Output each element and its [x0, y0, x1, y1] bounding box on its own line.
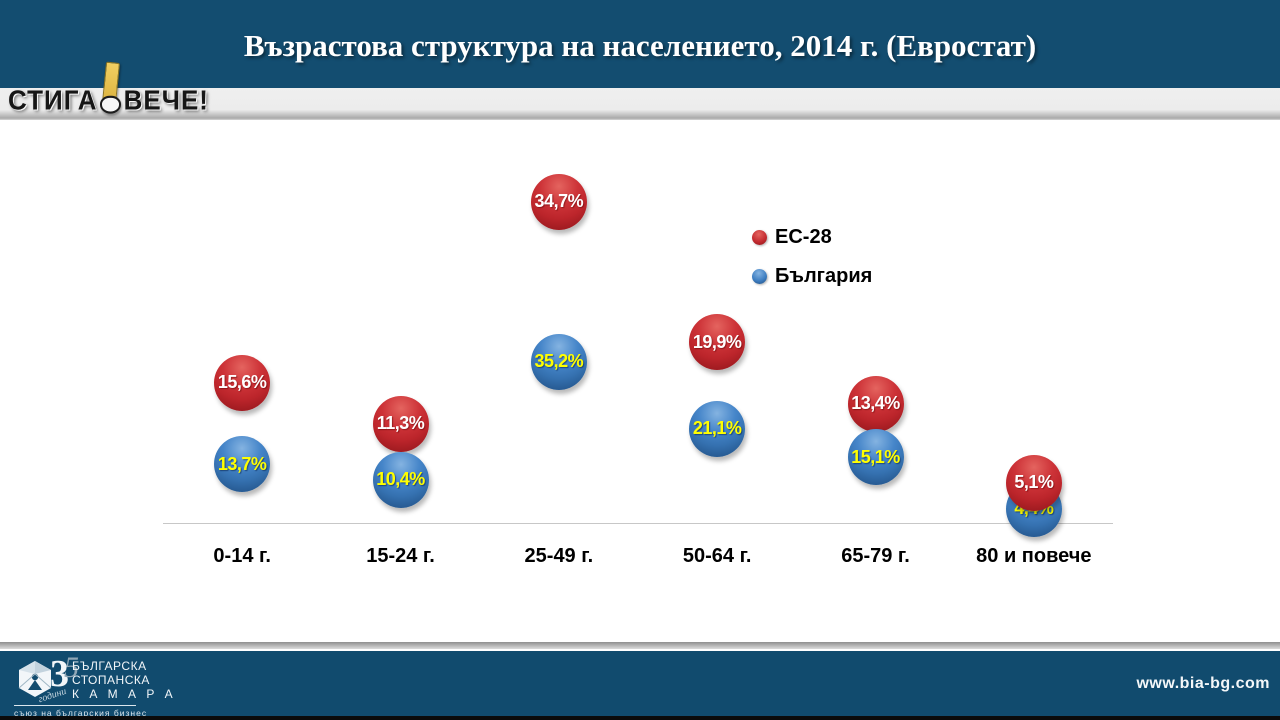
bubble-bulgaria-1: 10,4% [372, 451, 429, 508]
stiga-veche-logo: СТИГА ВЕЧЕ! [8, 61, 209, 116]
bubble-ec28-0: 15,6% [214, 354, 271, 411]
bottom-edge-strip [0, 716, 1280, 720]
legend-item-bulgaria: България [752, 263, 872, 290]
bubble-ec28-5: 5,1% [1005, 454, 1062, 511]
bia-org-name: БЪЛГАРСКА СТОПАНСКА К А М А Р А [72, 659, 176, 701]
website-url: www.bia-bg.com [1136, 675, 1270, 692]
bubble-bulgaria-4: 15,1% [847, 429, 904, 486]
chart-legend: ЕС-28 България [752, 224, 872, 302]
bia-logo: 3 5 години БЪЛГАРСКА СТОПАНСКА К А М А Р… [14, 651, 173, 718]
bubble-ec28-3: 19,9% [689, 314, 746, 371]
bubble-ec28-1: 11,3% [372, 395, 429, 452]
category-label-2: 25-49 г. [524, 545, 594, 567]
bubble-ec28-4: 13,4% [847, 375, 904, 432]
yellow-card-hand-icon [98, 61, 124, 114]
bia-hexagon-icon [18, 661, 52, 697]
bubble-bulgaria-2: 35,2% [530, 333, 587, 390]
bia-org-line3: К А М А Р А [72, 687, 177, 701]
bubble-bulgaria-0: 13,7% [214, 436, 271, 493]
category-label-1: 15-24 г. [366, 545, 435, 567]
footer-divider-strip [0, 642, 1280, 649]
legend-dot-icon [752, 230, 767, 245]
stiga-logo-text-left: СТИГА [8, 83, 98, 116]
legend-dot-icon [752, 269, 767, 284]
bia-org-line2: СТОПАНСКА [72, 673, 150, 687]
fist-icon [99, 95, 121, 114]
header-bar: Възрастова структура на населението, 201… [0, 0, 1280, 88]
slide-title: Възрастова структура на населението, 201… [243, 28, 1037, 63]
bia-years-digit2: 5 [64, 651, 79, 684]
bubble-ec28-2: 34,7% [530, 173, 587, 230]
header-divider-strip [0, 88, 1280, 120]
category-label-4: 65-79 г. [841, 545, 910, 567]
bia-org-line1: БЪЛГАРСКА [72, 659, 147, 673]
category-label-0: 0-14 г. [213, 545, 271, 567]
stiga-logo-text-right: ВЕЧЕ! [123, 83, 209, 116]
legend-label: България [775, 265, 873, 287]
legend-item-ec28: ЕС-28 [752, 224, 872, 251]
x-axis-line [163, 523, 1113, 524]
legend-label: ЕС-28 [775, 226, 832, 248]
bubble-bulgaria-3: 21,1% [689, 400, 746, 457]
footer-bar: 3 5 години БЪЛГАРСКА СТОПАНСКА К А М А Р… [0, 651, 1280, 718]
bia-years-digit: 3 [50, 653, 69, 695]
bia-tagline: съюз на българския бизнес [14, 705, 146, 718]
category-label-3: 50-64 г. [682, 545, 752, 567]
category-label-5: 80 и повече [976, 545, 1092, 567]
